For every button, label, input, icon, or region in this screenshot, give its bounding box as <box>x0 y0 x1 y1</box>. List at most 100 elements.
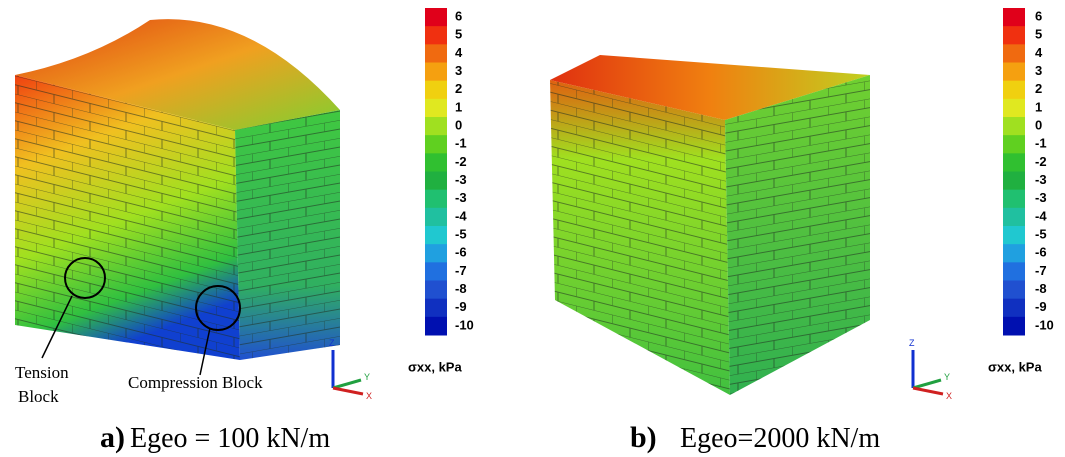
colorbar-title: σxx, kPa <box>988 359 1042 374</box>
axis-label: Y <box>364 372 370 382</box>
axis <box>913 388 943 394</box>
colorbar-segment <box>1003 99 1025 118</box>
colorbar-segment <box>1003 244 1025 263</box>
colorbar-segment <box>425 172 447 191</box>
colorbar-segment <box>1003 63 1025 82</box>
colorbar-label: -7 <box>455 263 467 278</box>
colorbar-label: 3 <box>455 63 462 78</box>
colorbar-segment <box>425 26 447 45</box>
colorbar-label: -1 <box>455 136 467 151</box>
colorbar-label: -3 <box>455 172 467 187</box>
colorbar-segment <box>1003 317 1025 336</box>
colorbar-segment <box>1003 135 1025 154</box>
colorbar: 6 5 4 3 2 1 0 -1 -2 -3 -3 -4 -5 -6 -7 -8 -9 -10 <box>425 8 474 336</box>
colorbar-segment <box>425 44 447 63</box>
colorbar-segment <box>425 317 447 336</box>
colorbar-segment <box>425 135 447 154</box>
colorbar-segment <box>1003 153 1025 172</box>
colorbar-label: -7 <box>1035 263 1047 278</box>
colorbar-segment <box>425 117 447 136</box>
colorbar-label: 2 <box>1035 81 1042 96</box>
colorbar-label: -9 <box>1035 299 1047 314</box>
colorbar-label: 6 <box>455 9 462 24</box>
axis <box>333 380 361 388</box>
colorbar-label: 3 <box>1035 63 1042 78</box>
colorbar-segment <box>1003 172 1025 191</box>
colorbar-segment <box>425 63 447 82</box>
colorbar-segment <box>425 8 447 27</box>
colorbar-segment <box>425 190 447 209</box>
colorbar-title: σxx, kPa <box>408 359 462 374</box>
model-b <box>550 55 870 395</box>
colorbar-label: 4 <box>1035 45 1043 60</box>
colorbar-segment <box>1003 299 1025 318</box>
colorbar-segment <box>425 153 447 172</box>
colorbar-segment <box>1003 190 1025 209</box>
colorbar-label: -10 <box>455 317 474 332</box>
colorbar-label: 1 <box>455 99 462 114</box>
axis-label: Z <box>329 338 335 348</box>
colorbar-segment <box>425 208 447 227</box>
colorbar-label: -4 <box>455 208 467 223</box>
colorbar: 6 5 4 3 2 1 0 -1 -2 -3 -3 -4 -5 -6 -7 -8 -9 -10 <box>1003 8 1054 336</box>
colorbar-label: 5 <box>455 27 462 42</box>
axis-triad: Z YX <box>909 338 952 401</box>
colorbar-label: -5 <box>1035 227 1047 242</box>
axis-label: Y <box>944 372 950 382</box>
colorbar-segment <box>425 81 447 100</box>
colorbar-segment <box>425 244 447 263</box>
axis-triad: Z YX <box>329 338 372 401</box>
annotation: Block <box>18 387 59 406</box>
colorbar-segment <box>1003 8 1025 27</box>
axis-label: X <box>946 391 952 401</box>
bricks <box>550 80 730 395</box>
colorbar-segment <box>425 226 447 245</box>
colorbar-segment <box>425 262 447 281</box>
axis-label: Z <box>909 338 915 348</box>
figure: 6543210-1-2-3-3-4-5-6-7-8-9-10σxx, kPaZY… <box>0 0 1065 457</box>
colorbar-label: 5 <box>1035 27 1042 42</box>
colorbar-label: 0 <box>1035 118 1042 133</box>
colorbar-label: 4 <box>455 45 463 60</box>
colorbar-label: -3 <box>1035 172 1047 187</box>
colorbar-label: -2 <box>455 154 467 169</box>
caption: Egeo = 100 kN/m <box>130 423 330 454</box>
caption: Egeo=2000 kN/m <box>680 423 880 454</box>
caption-letter: b) <box>630 421 657 454</box>
colorbar-label: -8 <box>455 281 467 296</box>
colorbar-segment <box>1003 81 1025 100</box>
colorbar-label: -3 <box>455 190 467 205</box>
axis <box>333 388 363 394</box>
bricks <box>235 110 340 360</box>
bricks <box>725 75 870 395</box>
colorbar-label: -2 <box>1035 154 1047 169</box>
axis <box>913 380 941 388</box>
colorbar-label: -10 <box>1035 317 1054 332</box>
colorbar-segment <box>1003 208 1025 227</box>
colorbar-segment <box>1003 26 1025 45</box>
colorbar-segment <box>425 299 447 318</box>
colorbar-label: -6 <box>455 245 467 260</box>
colorbar-label: -9 <box>455 299 467 314</box>
colorbar-label: -6 <box>1035 245 1047 260</box>
colorbar-label: 0 <box>455 118 462 133</box>
colorbar-label: -1 <box>1035 136 1047 151</box>
axis-label: X <box>366 391 372 401</box>
colorbar-segment <box>425 281 447 300</box>
colorbar-label: 1 <box>1035 99 1042 114</box>
colorbar-segment <box>1003 226 1025 245</box>
annotation: Compression Block <box>128 373 263 392</box>
colorbar-label: -4 <box>1035 208 1047 223</box>
colorbar-label: 6 <box>1035 9 1042 24</box>
model-a <box>15 19 340 375</box>
colorbar-segment <box>1003 281 1025 300</box>
colorbar-label: -3 <box>1035 190 1047 205</box>
colorbar-label: -5 <box>455 227 467 242</box>
colorbar-label: 2 <box>455 81 462 96</box>
colorbar-segment <box>1003 44 1025 63</box>
colorbar-label: -8 <box>1035 281 1047 296</box>
colorbar-segment <box>425 99 447 118</box>
annotation: Tension <box>15 363 69 382</box>
caption-letter: a) <box>100 421 125 454</box>
colorbar-segment <box>1003 117 1025 136</box>
